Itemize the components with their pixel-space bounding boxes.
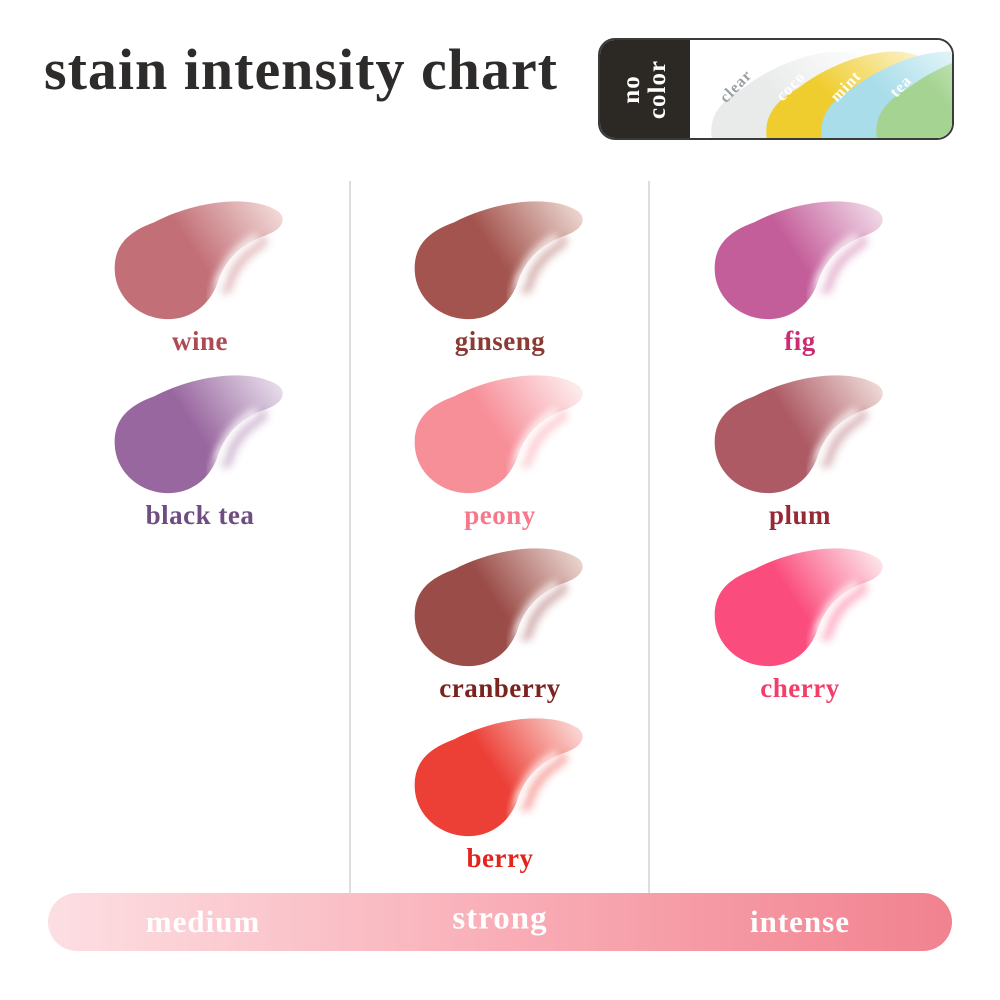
- no-color-line2: color: [643, 59, 671, 119]
- fig-smear-icon: [704, 186, 896, 320]
- cherry-label: cherry: [760, 673, 840, 703]
- plum-label: plum: [768, 500, 832, 530]
- swatch-ginseng: ginseng: [370, 186, 630, 357]
- swatch-wine: wine: [70, 186, 330, 357]
- column-divider-1: [349, 181, 351, 893]
- swatch-peony: peony: [370, 360, 630, 531]
- cranberry-smear-icon: [404, 533, 596, 667]
- peony-smear-icon: [404, 360, 596, 494]
- ginseng-smear-icon: [404, 186, 596, 320]
- fig-label: fig: [784, 326, 816, 356]
- intensity-label-strong: strong: [452, 900, 548, 937]
- no-color-tab: no color: [600, 40, 690, 138]
- column-divider-2: [648, 181, 650, 893]
- cherry-smear-icon: [704, 533, 896, 667]
- intensity-label-intense: intense: [750, 904, 850, 939]
- no-color-line1: no: [618, 74, 646, 104]
- swatch-berry: berry: [370, 703, 630, 874]
- swatch-black-tea: black tea: [70, 360, 330, 531]
- page-title: stain intensity chart: [44, 37, 558, 102]
- swatch-cranberry: cranberry: [370, 533, 630, 704]
- peony-label: peony: [464, 500, 536, 530]
- black-tea-smear-icon: [104, 360, 296, 494]
- intensity-label-medium: medium: [145, 904, 261, 939]
- intensity-bar: medium strong intense: [48, 893, 952, 951]
- wine-smear-icon: [104, 186, 296, 320]
- swatch-fig: fig: [670, 186, 930, 357]
- swatch-tea: tea: [852, 46, 952, 138]
- berry-smear-icon: [404, 703, 596, 837]
- swatch-plum: plum: [670, 360, 930, 531]
- cranberry-label: cranberry: [439, 673, 561, 703]
- plum-smear-icon: [704, 360, 896, 494]
- berry-label: berry: [466, 843, 534, 873]
- no-color-swatches: clear coco: [690, 40, 952, 138]
- wine-label: wine: [172, 326, 228, 356]
- tea-smear-icon: [852, 40, 952, 138]
- no-color-tab-label: no color: [618, 59, 671, 119]
- no-color-legend: no color clear: [598, 38, 954, 140]
- ginseng-label: ginseng: [454, 326, 546, 356]
- swatch-cherry: cherry: [670, 533, 930, 704]
- black-tea-label: black tea: [145, 500, 255, 530]
